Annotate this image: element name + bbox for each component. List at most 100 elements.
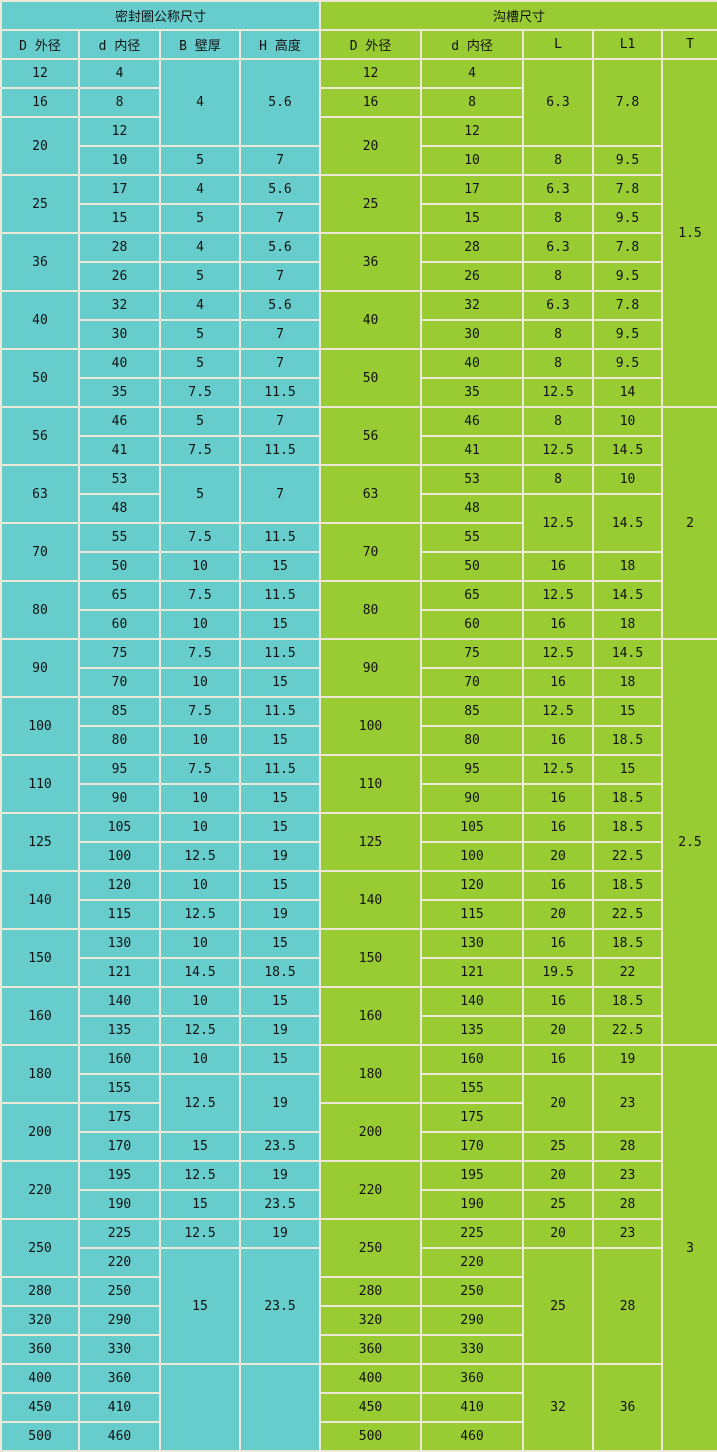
seal-cell: 15 [238,986,322,1017]
seal-cell: 120 [78,870,161,901]
seal-cell: 150 [0,928,80,988]
seal-cell: 320 [0,1305,80,1336]
seal-cell: 110 [0,754,80,814]
seal-cell: 41 [78,435,161,466]
seal-cell [238,1363,322,1452]
table-row: 20 12 20 12 [0,116,717,176]
seal-cell: 8 [78,87,161,118]
seal-cell: 63 [0,464,80,524]
groove-cell: 2 [661,406,717,640]
groove-cell: 360 [319,1334,423,1365]
groove-cell: 18.5 [592,812,664,843]
groove-cell: 6.3 [522,174,595,205]
groove-cell: 180 [319,1044,423,1104]
groove-cell: 46 [420,406,525,437]
table-row: 50 10 15 50 16 18 [1,551,717,582]
groove-cell: 20 [319,116,423,176]
seal-cell: 15 [238,551,322,582]
seal-cell: 53 [78,464,161,495]
seal-cell: 135 [78,1015,161,1046]
groove-cell: 22.5 [592,899,664,930]
groove-group-title: 沟槽尺寸 [319,0,717,31]
groove-cell: 280 [319,1276,423,1307]
groove-cell: 12.5 [522,493,595,553]
seal-cell: 7 [238,464,322,524]
groove-cell: 10 [592,406,664,437]
table-row: 50 40 5 7 50 40 8 9.5 [0,348,717,408]
seal-cell: 5.6 [238,174,322,205]
groove-cell: 6.3 [522,232,595,263]
seal-cell: 220 [78,1247,161,1278]
groove-cell: 19.5 [522,957,595,988]
seal-cell: 7.5 [159,696,241,727]
groove-cell: 250 [319,1218,423,1278]
seal-cell: 46 [78,406,161,437]
seal-cell: 195 [78,1160,161,1191]
seal-cell: 5 [159,406,241,437]
groove-cell: 9.5 [592,348,664,379]
seal-cell: 290 [78,1305,161,1336]
seal-cell: 30 [78,319,161,350]
table-row: 220 195 12.5 19 220 195 20 23 [0,1160,717,1220]
groove-cell: 40 [420,348,525,379]
table-row: 115 12.5 19 115 20 22.5 [1,899,717,930]
seal-cell: 7 [238,319,322,350]
seal-cell: 4 [159,58,241,147]
groove-cell: 8 [522,464,595,495]
seal-cell: 250 [78,1276,161,1307]
seal-cell: 4 [159,174,241,205]
table-row: 12 4 4 5.6 12 4 6.3 7.8 1.5 [0,58,717,408]
seal-cell: 35 [78,377,161,408]
groove-cell: 16 [522,783,595,814]
seal-cell: 15 [159,1247,241,1365]
seal-cell: 70 [78,667,161,698]
seal-cell: 11.5 [238,696,322,727]
table-row: 400 360 400 360 32 36 [0,1363,717,1452]
seal-cell: 5 [159,203,241,234]
seal-cell: 105 [78,812,161,843]
seal-cell: 28 [78,232,161,263]
seal-cell: 15 [159,1131,241,1162]
seal-cell: 7 [238,406,322,437]
groove-cell: 12.5 [522,377,595,408]
groove-cell: 16 [522,725,595,756]
groove-cell: 100 [319,696,423,756]
table-row: 280 250 280 250 [0,1276,717,1307]
groove-cell: 125 [319,812,423,872]
groove-cell: 53 [420,464,525,495]
groove-cell: 25 [319,174,423,234]
groove-cell: 18 [592,551,664,582]
groove-cell: 10 [592,464,664,495]
seal-cell: 10 [159,986,241,1017]
seal-cell: 5 [159,464,241,524]
seal-cell: 100 [78,841,161,872]
seal-cell: 360 [0,1334,80,1365]
seal-cell: 50 [0,348,80,408]
groove-cell: 36 [319,232,423,292]
seal-cell: 7.5 [159,377,241,408]
seal-cell: 23.5 [238,1247,322,1365]
seal-cell: 18.5 [238,957,322,988]
groove-cell: 35 [420,377,525,408]
groove-cell: 160 [420,1044,525,1075]
seal-cell: 170 [78,1131,161,1162]
seal-cell: 12 [78,116,161,147]
seal-cell: 160 [0,986,80,1046]
groove-cell: 12.5 [522,754,595,785]
groove-cell: 135 [420,1015,525,1046]
table-row: 36 28 4 5.6 36 28 6.3 7.8 [0,232,717,292]
groove-cell: 18.5 [592,928,664,959]
table-row: 90 75 7.5 11.5 90 75 12.5 14.5 2.5 [0,638,717,1046]
groove-cell: 115 [420,899,525,930]
seal-cell: 10 [159,928,241,959]
groove-cell: 20 [522,1218,595,1249]
seal-cell: 5.6 [238,58,322,147]
groove-cell: 32 [420,290,525,321]
table-row: 26 5 7 26 8 9.5 [1,261,717,292]
groove-cell: 120 [420,870,525,901]
groove-cell: 65 [420,580,525,611]
groove-cell: 80 [420,725,525,756]
groove-cell: 25 [522,1131,595,1162]
table-row: 30 5 7 30 8 9.5 [1,319,717,350]
